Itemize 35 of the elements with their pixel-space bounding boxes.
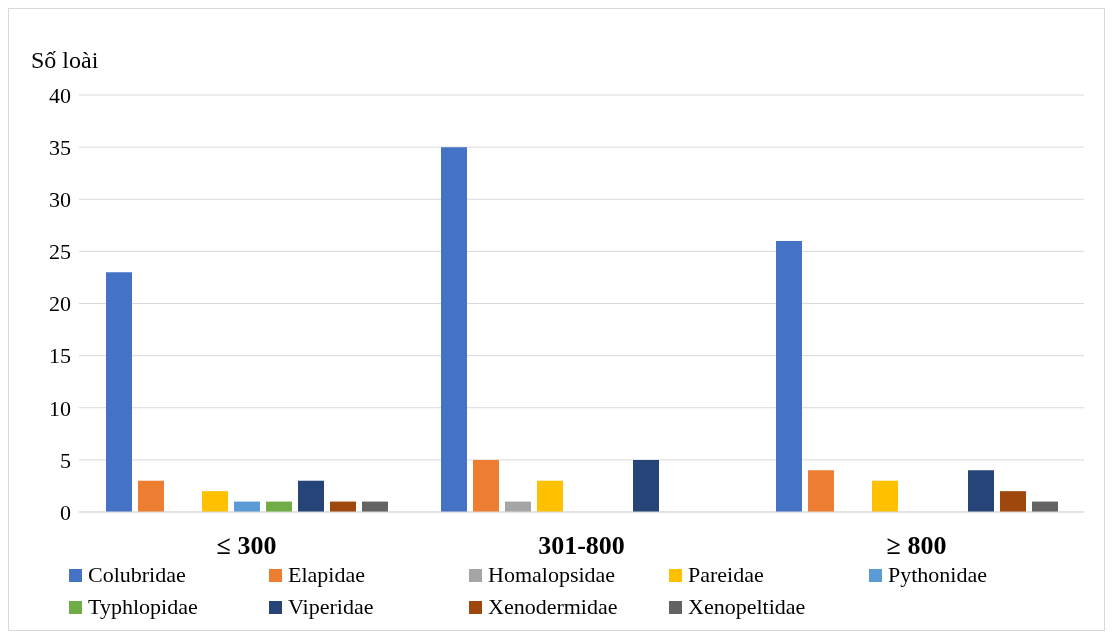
bar — [138, 480, 164, 512]
legend-label: Pareidae — [688, 562, 764, 588]
bar — [537, 480, 563, 512]
bar — [298, 480, 324, 512]
x-tick-label: 301-800 — [538, 531, 625, 561]
x-tick-label: ≥ 800 — [886, 531, 947, 561]
bar — [202, 491, 228, 512]
y-tick-label: 25 — [49, 239, 71, 265]
y-tick-label: 40 — [49, 82, 71, 108]
bar — [441, 147, 467, 512]
bar — [872, 480, 898, 512]
legend-label: Elapidae — [288, 562, 365, 588]
legend-label: Xenopeltidae — [688, 594, 806, 620]
legend-label: Viperidae — [288, 594, 374, 620]
bar — [968, 470, 994, 512]
y-tick-label: 0 — [60, 499, 71, 525]
bar — [106, 272, 132, 512]
legend-label: Xenodermidae — [488, 594, 618, 620]
y-tick-label: 35 — [49, 134, 71, 160]
bar — [1000, 491, 1026, 512]
bar — [776, 240, 802, 512]
legend-label: Pythonidae — [888, 562, 987, 588]
y-tick-label: 30 — [49, 187, 71, 213]
bar — [473, 459, 499, 512]
y-tick-label: 5 — [60, 447, 71, 473]
legend-label: Typhlopidae — [88, 594, 198, 620]
y-axis-title: Số loài — [31, 47, 99, 74]
x-tick-label: ≤ 300 — [216, 531, 277, 561]
y-tick-label: 15 — [49, 343, 71, 369]
bar — [808, 470, 834, 512]
legend-label: Homalopsidae — [488, 562, 616, 588]
y-tick-label: 20 — [49, 291, 71, 317]
bar — [633, 459, 659, 512]
legend-label: Colubridae — [88, 562, 186, 588]
y-tick-label: 10 — [49, 395, 71, 421]
